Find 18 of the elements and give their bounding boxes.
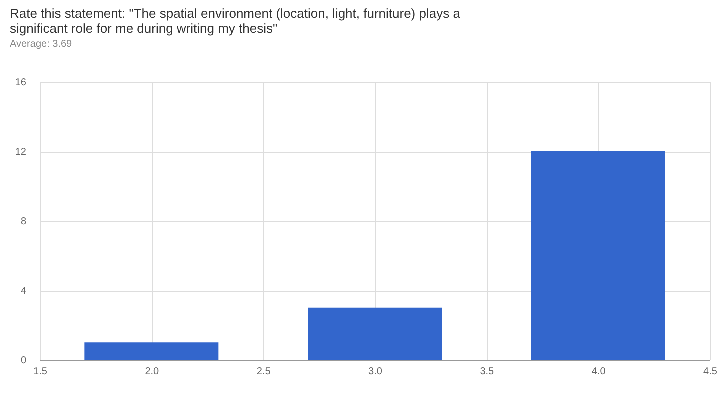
bar <box>84 342 219 360</box>
x-tick-label: 3.5 <box>480 366 495 378</box>
bar <box>531 152 666 360</box>
x-tick-label: 4.5 <box>704 366 718 378</box>
x-tick-label: 2.5 <box>256 366 272 378</box>
x-tick-label: 3.0 <box>368 366 383 378</box>
y-tick-label: 8 <box>20 216 27 228</box>
text: Rate this statement: "The spatial environment (location, light, furniture) plays a <box>10 6 460 21</box>
y-tick-label: 4 <box>20 286 27 297</box>
chart-subtitle: Average: 3.69 <box>10 39 73 50</box>
y-tick-label: 12 <box>15 147 27 158</box>
text: significant role for me during writing my thesis" <box>10 21 278 36</box>
y-tick-label: 0 <box>20 356 27 366</box>
x-tick-label: 1.5 <box>34 366 48 378</box>
x-tick-label: 4.0 <box>592 366 606 378</box>
y-tick-label: 16 <box>15 78 27 88</box>
x-tick-label: 2.0 <box>145 366 160 378</box>
bar <box>308 308 442 360</box>
